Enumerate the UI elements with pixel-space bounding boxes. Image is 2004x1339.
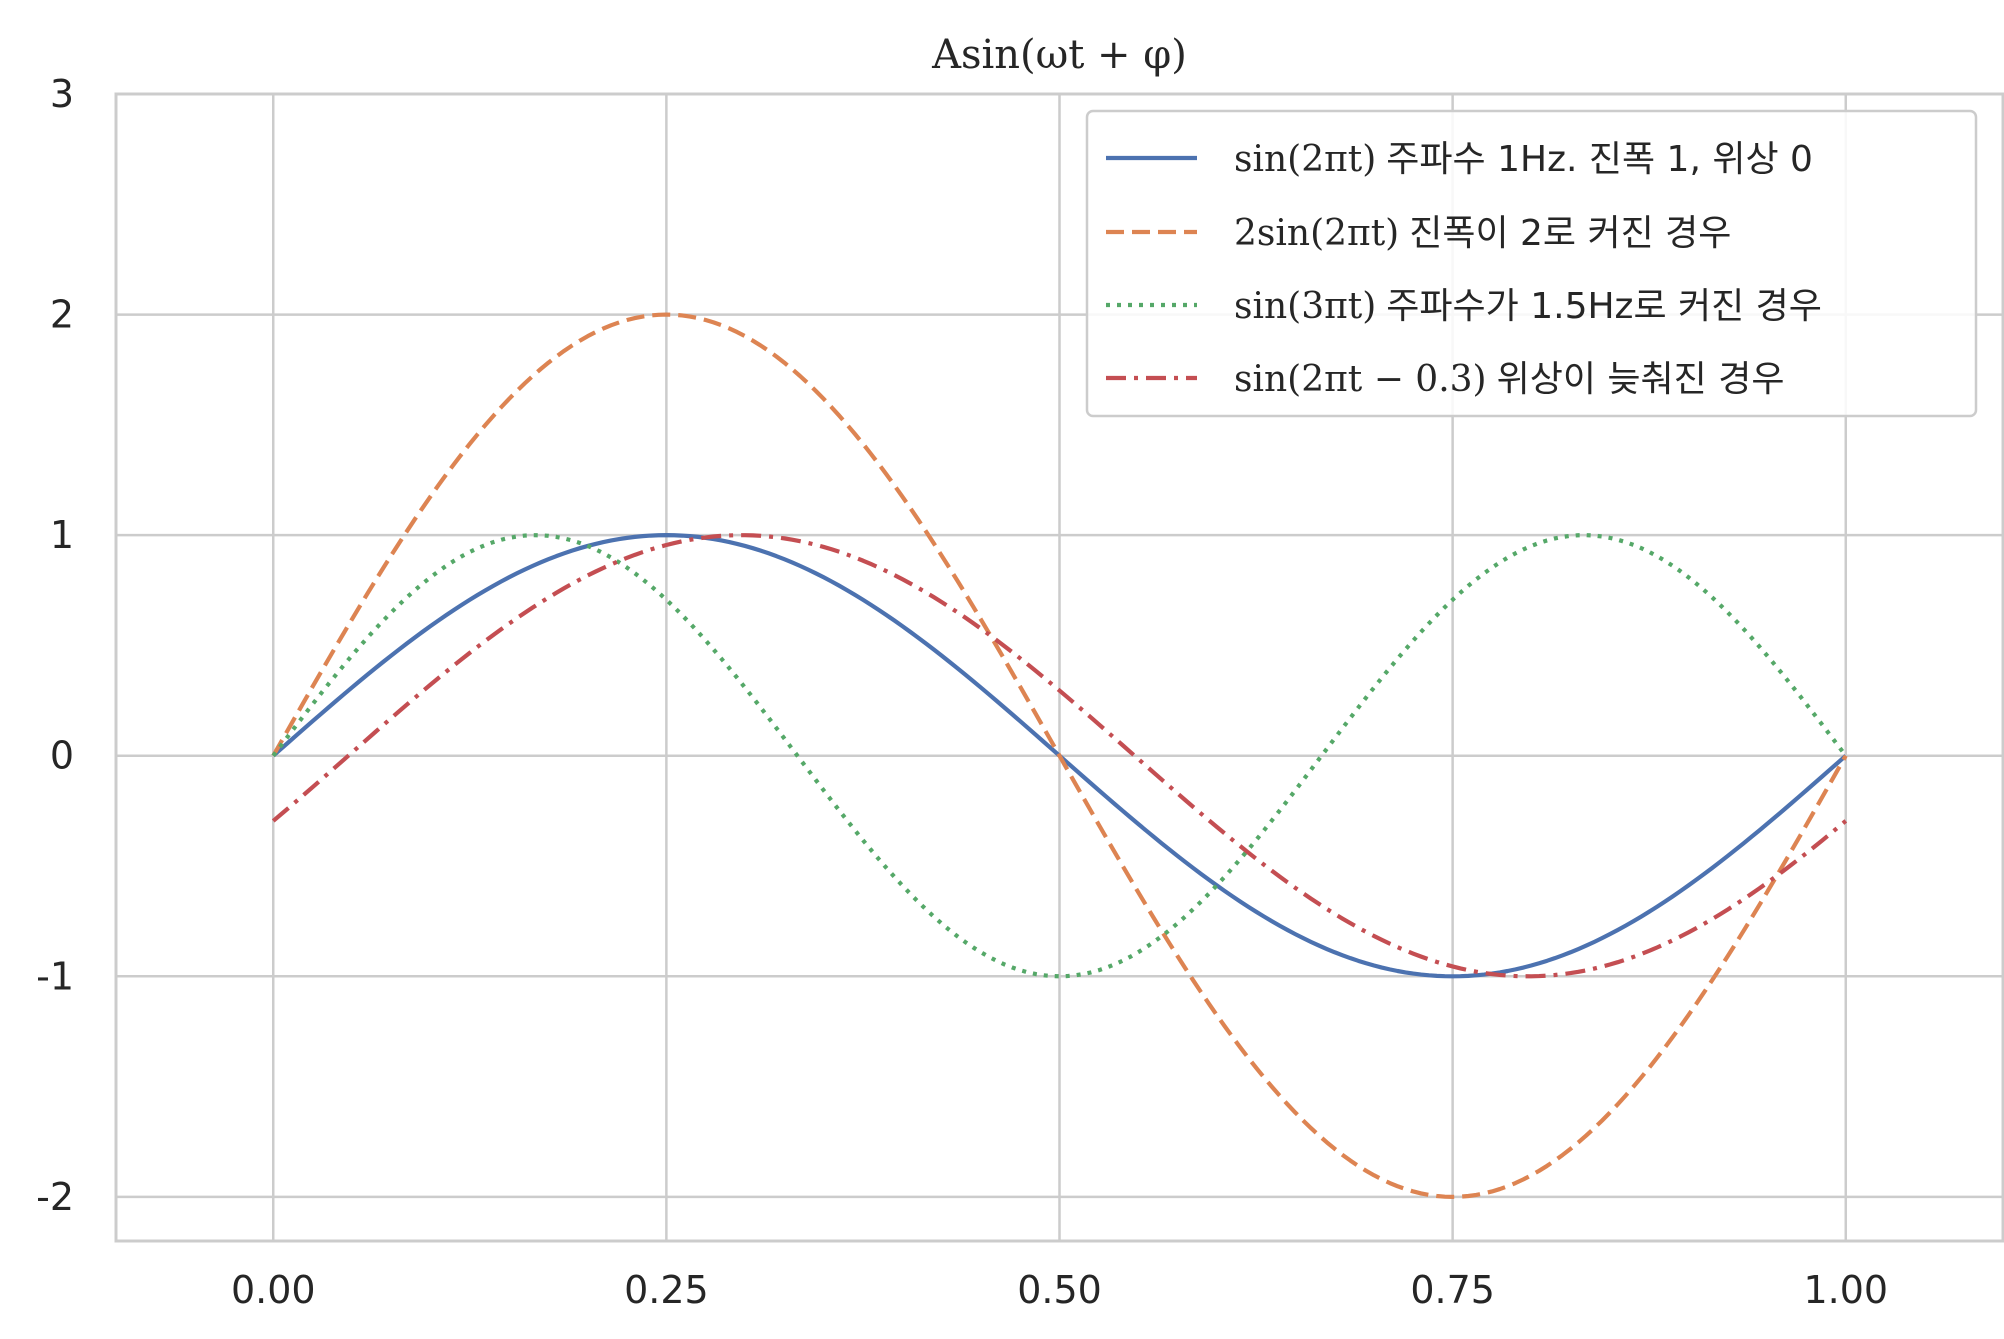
- x-tick-label: 0.00: [231, 1268, 316, 1312]
- series-lines: [271, 312, 1848, 1199]
- y-tick-label: -2: [36, 1175, 74, 1219]
- y-tick-label: 2: [50, 293, 74, 337]
- legend-text-label: 주파수가 1.5Hz로 커진 경우: [1386, 286, 1822, 327]
- legend: sin(2πt) 주파수 1Hz. 진폭 1, 위상 0 2sin(2πt) 진폭이 …: [1085, 109, 1978, 418]
- legend-math-label: 2sin(2πt): [1234, 213, 1399, 254]
- y-tick-label: 1: [50, 513, 74, 557]
- y-tick-label: 3: [50, 72, 74, 116]
- legend-label: 2sin(2πt) 진폭이 2로 커진 경우: [1234, 213, 1731, 254]
- legend-text-label: 위상이 늦춰진 경우: [1497, 359, 1785, 400]
- x-tick-label: 0.25: [624, 1268, 709, 1312]
- legend-text-label: 진폭이 2로 커진 경우: [1409, 213, 1731, 254]
- legend-math-label: sin(3πt): [1234, 286, 1376, 327]
- legend-label: sin(2πt − 0.3) 위상이 늦춰진 경우: [1234, 359, 1784, 400]
- legend-box: [1085, 109, 1978, 418]
- legend-item: sin(3πt) 주파수가 1.5Hz로 커진 경우: [1106, 286, 1822, 327]
- series-line-3: [271, 533, 1848, 979]
- y-tick-labels: -2 -1 0 1 2 3: [36, 72, 74, 1219]
- series-line-2: [271, 312, 1848, 1199]
- y-tick-label: 0: [50, 734, 74, 778]
- legend-item: sin(2πt − 0.3) 위상이 늦춰진 경우: [1106, 359, 1784, 400]
- plot-frame: [114, 92, 2004, 1243]
- legend-label: sin(3πt) 주파수가 1.5Hz로 커진 경우: [1234, 286, 1822, 327]
- x-tick-label: 0.75: [1410, 1268, 1495, 1312]
- x-tick-labels: 0.00 0.25 0.50 0.75 1.00: [231, 1268, 1888, 1312]
- legend-item: 2sin(2πt) 진폭이 2로 커진 경우: [1106, 213, 1731, 254]
- legend-math-label: sin(2πt): [1234, 139, 1376, 180]
- x-tick-label: 1.00: [1803, 1268, 1888, 1312]
- series-line-4: [271, 533, 1848, 979]
- legend-label: sin(2πt) 주파수 1Hz. 진폭 1, 위상 0: [1234, 139, 1813, 180]
- legend-item: sin(2πt) 주파수 1Hz. 진폭 1, 위상 0: [1106, 139, 1813, 180]
- chart-title: Asin(ωt + φ): [931, 32, 1187, 78]
- legend-text-label: 주파수 1Hz. 진폭 1, 위상 0: [1386, 139, 1813, 180]
- legend-math-label: sin(2πt − 0.3): [1234, 359, 1487, 400]
- x-tick-label: 0.50: [1017, 1268, 1102, 1312]
- y-tick-label: -1: [36, 954, 74, 998]
